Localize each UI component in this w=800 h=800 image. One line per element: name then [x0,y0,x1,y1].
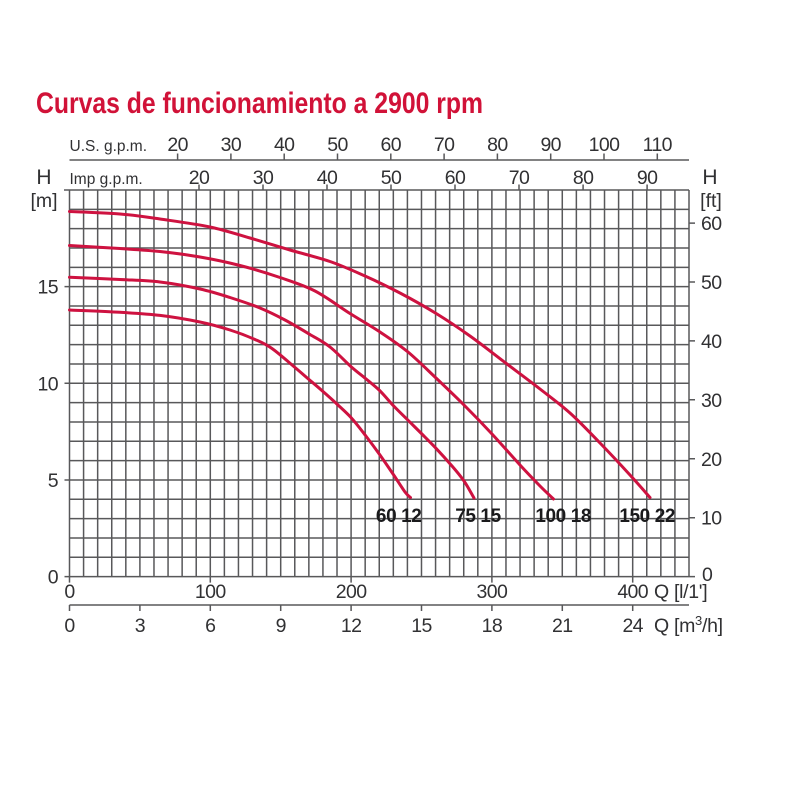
svg-text:40: 40 [701,331,722,353]
svg-text:100: 100 [589,134,620,156]
svg-text:Q [m3/h]: Q [m3/h] [654,613,723,637]
svg-text:110: 110 [643,134,673,156]
svg-text:80: 80 [573,167,594,189]
svg-text:150 22: 150 22 [619,506,675,527]
svg-text:20: 20 [167,134,188,156]
svg-text:20: 20 [701,449,722,471]
svg-text:0: 0 [702,564,713,586]
svg-text:200: 200 [336,581,367,603]
svg-text:24: 24 [622,615,643,637]
svg-text:50: 50 [381,167,402,189]
svg-text:[m]: [m] [30,190,57,212]
svg-text:18: 18 [482,615,503,637]
svg-text:70: 70 [434,134,455,156]
svg-text:30: 30 [253,167,274,189]
svg-text:400: 400 [617,581,648,603]
svg-text:Curvas de funcionamiento a 290: Curvas de funcionamiento a 2900 rpm [36,87,483,120]
svg-text:100: 100 [195,581,226,603]
svg-text:10: 10 [701,508,722,530]
svg-text:90: 90 [637,167,658,189]
svg-text:60: 60 [701,213,722,235]
svg-text:70: 70 [509,167,530,189]
svg-text:6: 6 [205,615,215,637]
svg-text:21: 21 [552,615,573,637]
svg-text:5: 5 [48,470,59,492]
svg-text:U.S. g.p.m.: U.S. g.p.m. [70,138,148,155]
svg-text:9: 9 [276,615,286,637]
svg-text:80: 80 [487,134,508,156]
svg-text:75 15: 75 15 [455,506,501,527]
svg-text:15: 15 [411,615,432,637]
svg-text:60: 60 [445,167,466,189]
svg-text:100 18: 100 18 [535,506,591,527]
svg-text:40: 40 [274,134,295,156]
svg-text:Q [l/1']: Q [l/1'] [654,581,707,603]
svg-text:50: 50 [327,134,348,156]
svg-text:30: 30 [221,134,242,156]
svg-text:60: 60 [381,134,402,156]
svg-text:3: 3 [135,615,145,637]
svg-text:0: 0 [64,581,75,603]
svg-text:300: 300 [477,581,508,603]
svg-text:30: 30 [701,390,722,412]
svg-text:60 12: 60 12 [376,506,422,527]
svg-text:0: 0 [64,615,75,637]
svg-text:50: 50 [701,272,722,294]
svg-text:90: 90 [540,134,561,156]
svg-text:H: H [702,166,717,189]
svg-text:Imp g.p.m.: Imp g.p.m. [70,171,143,188]
svg-text:10: 10 [38,373,59,395]
svg-text:20: 20 [189,167,210,189]
svg-text:40: 40 [317,167,338,189]
svg-text:0: 0 [48,567,59,589]
svg-text:15: 15 [38,277,59,299]
svg-text:[ft]: [ft] [700,190,722,212]
svg-text:H: H [36,166,51,189]
svg-text:12: 12 [341,615,362,637]
